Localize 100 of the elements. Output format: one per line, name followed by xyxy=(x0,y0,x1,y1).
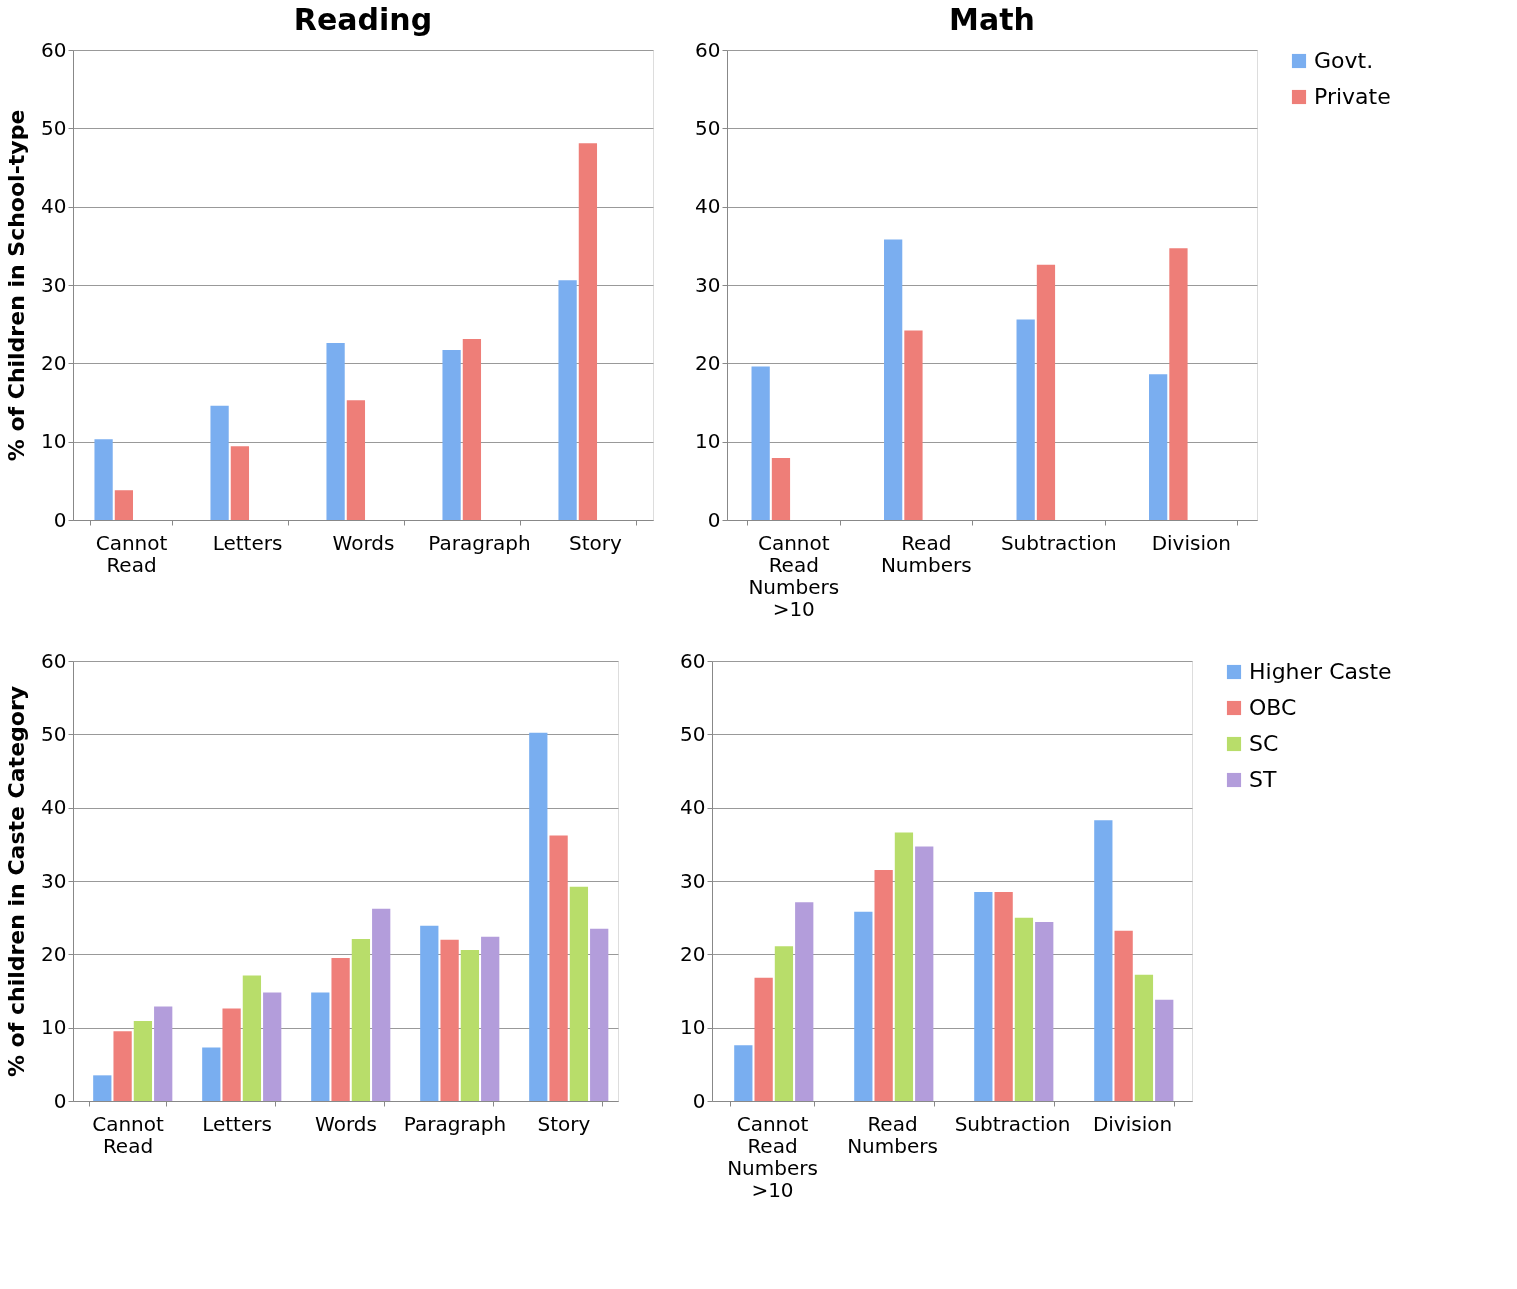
bar xyxy=(420,925,439,1101)
legend-label: Govt. xyxy=(1314,48,1374,73)
bar xyxy=(1014,917,1034,1101)
y-tick-label: 20 xyxy=(680,941,706,966)
bar xyxy=(884,239,903,520)
y-tick-label: 40 xyxy=(41,795,67,820)
bar xyxy=(549,835,568,1101)
legend-label: Higher Caste xyxy=(1249,659,1392,684)
y-tick-label: 10 xyxy=(695,429,721,454)
bar xyxy=(590,928,609,1101)
y-tick-label: 40 xyxy=(41,194,67,219)
x-tick-label: Read Numbers xyxy=(880,530,972,577)
bar xyxy=(1036,264,1056,520)
bar xyxy=(751,366,770,520)
bar xyxy=(326,342,345,520)
bar xyxy=(1035,922,1054,1101)
y-tick-label: 10 xyxy=(680,1015,706,1040)
bar xyxy=(331,958,350,1101)
bar xyxy=(93,1075,112,1101)
x-tick-label: Cannot Read xyxy=(92,1111,164,1158)
bar xyxy=(558,280,577,520)
y-tick-label: 30 xyxy=(695,272,721,297)
bar xyxy=(481,936,500,1101)
bar xyxy=(529,732,548,1101)
chart-title: Reading xyxy=(293,2,433,37)
bar xyxy=(974,892,993,1101)
legend-label: ST xyxy=(1249,767,1277,792)
bar xyxy=(854,911,873,1101)
y-tick-label: 10 xyxy=(41,429,67,454)
x-tick-label: Read Numbers xyxy=(847,1111,938,1158)
bar xyxy=(1169,248,1188,520)
x-tick-label: Letters xyxy=(212,530,283,555)
x-tick-label: Paragraph xyxy=(403,1111,507,1136)
y-tick-label: 50 xyxy=(680,721,706,746)
x-tick-label: Cannot Read xyxy=(95,530,168,577)
legend-label: OBC xyxy=(1249,695,1297,720)
bar xyxy=(1094,820,1113,1101)
y-tick-label: 40 xyxy=(680,795,706,820)
x-tick-label: Story xyxy=(569,530,623,555)
bar xyxy=(210,405,229,520)
y-tick-label: 20 xyxy=(41,941,67,966)
y-tick-label: 30 xyxy=(680,868,706,893)
chart-title: Math xyxy=(949,2,1035,37)
bar xyxy=(230,446,250,520)
bar xyxy=(734,1045,753,1101)
bar xyxy=(894,832,914,1101)
bar xyxy=(462,339,482,520)
y-tick-label: 50 xyxy=(41,115,67,140)
y-tick-label: 0 xyxy=(53,507,67,532)
y-tick-label: 60 xyxy=(695,37,721,62)
bar xyxy=(346,400,366,520)
x-tick-label: Words xyxy=(315,1111,377,1136)
bar xyxy=(771,458,791,520)
bar xyxy=(1114,930,1133,1101)
x-tick-label: Cannot Read Numbers >10 xyxy=(727,1111,818,1202)
bar xyxy=(113,1031,132,1101)
x-tick-label: Story xyxy=(537,1111,591,1136)
bar xyxy=(774,946,794,1101)
x-tick-label: Subtraction xyxy=(954,1111,1071,1136)
x-tick-label: Division xyxy=(1151,530,1231,555)
bar xyxy=(242,975,262,1101)
bar xyxy=(311,992,330,1101)
y-axis-title: % of children in Caste Category xyxy=(4,685,30,1078)
y-tick-label: 0 xyxy=(707,507,721,532)
y-tick-label: 50 xyxy=(41,721,67,746)
y-axis-title: % of Children in School-type xyxy=(4,109,30,462)
bar xyxy=(460,949,480,1101)
bar xyxy=(154,1006,173,1101)
bar xyxy=(222,1008,241,1101)
x-tick-label: Words xyxy=(332,530,395,555)
bar xyxy=(904,330,923,520)
y-tick-label: 30 xyxy=(41,272,67,297)
bar xyxy=(1016,319,1035,520)
bar xyxy=(94,439,113,520)
bar xyxy=(133,1021,153,1101)
y-tick-label: 60 xyxy=(41,37,67,62)
bar xyxy=(202,1047,221,1101)
bar xyxy=(1149,374,1168,520)
bar xyxy=(915,846,934,1101)
bar xyxy=(578,143,598,520)
bar xyxy=(795,902,814,1101)
x-tick-label: Letters xyxy=(202,1111,272,1136)
bar xyxy=(263,992,282,1101)
y-tick-label: 50 xyxy=(695,115,721,140)
bar xyxy=(442,350,461,520)
y-tick-label: 40 xyxy=(695,194,721,219)
legend-label: Private xyxy=(1314,84,1391,109)
x-tick-label: Cannot Read Numbers >10 xyxy=(748,530,840,621)
y-tick-label: 10 xyxy=(41,1015,67,1040)
bar xyxy=(569,886,589,1101)
bar xyxy=(874,870,893,1101)
y-tick-label: 60 xyxy=(41,648,67,673)
y-tick-label: 0 xyxy=(692,1088,706,1113)
bar xyxy=(114,490,134,520)
y-tick-label: 20 xyxy=(41,350,67,375)
bar xyxy=(372,908,391,1101)
bar xyxy=(754,977,773,1101)
bar xyxy=(440,939,459,1101)
bar xyxy=(1155,999,1174,1101)
y-tick-label: 0 xyxy=(53,1088,67,1113)
